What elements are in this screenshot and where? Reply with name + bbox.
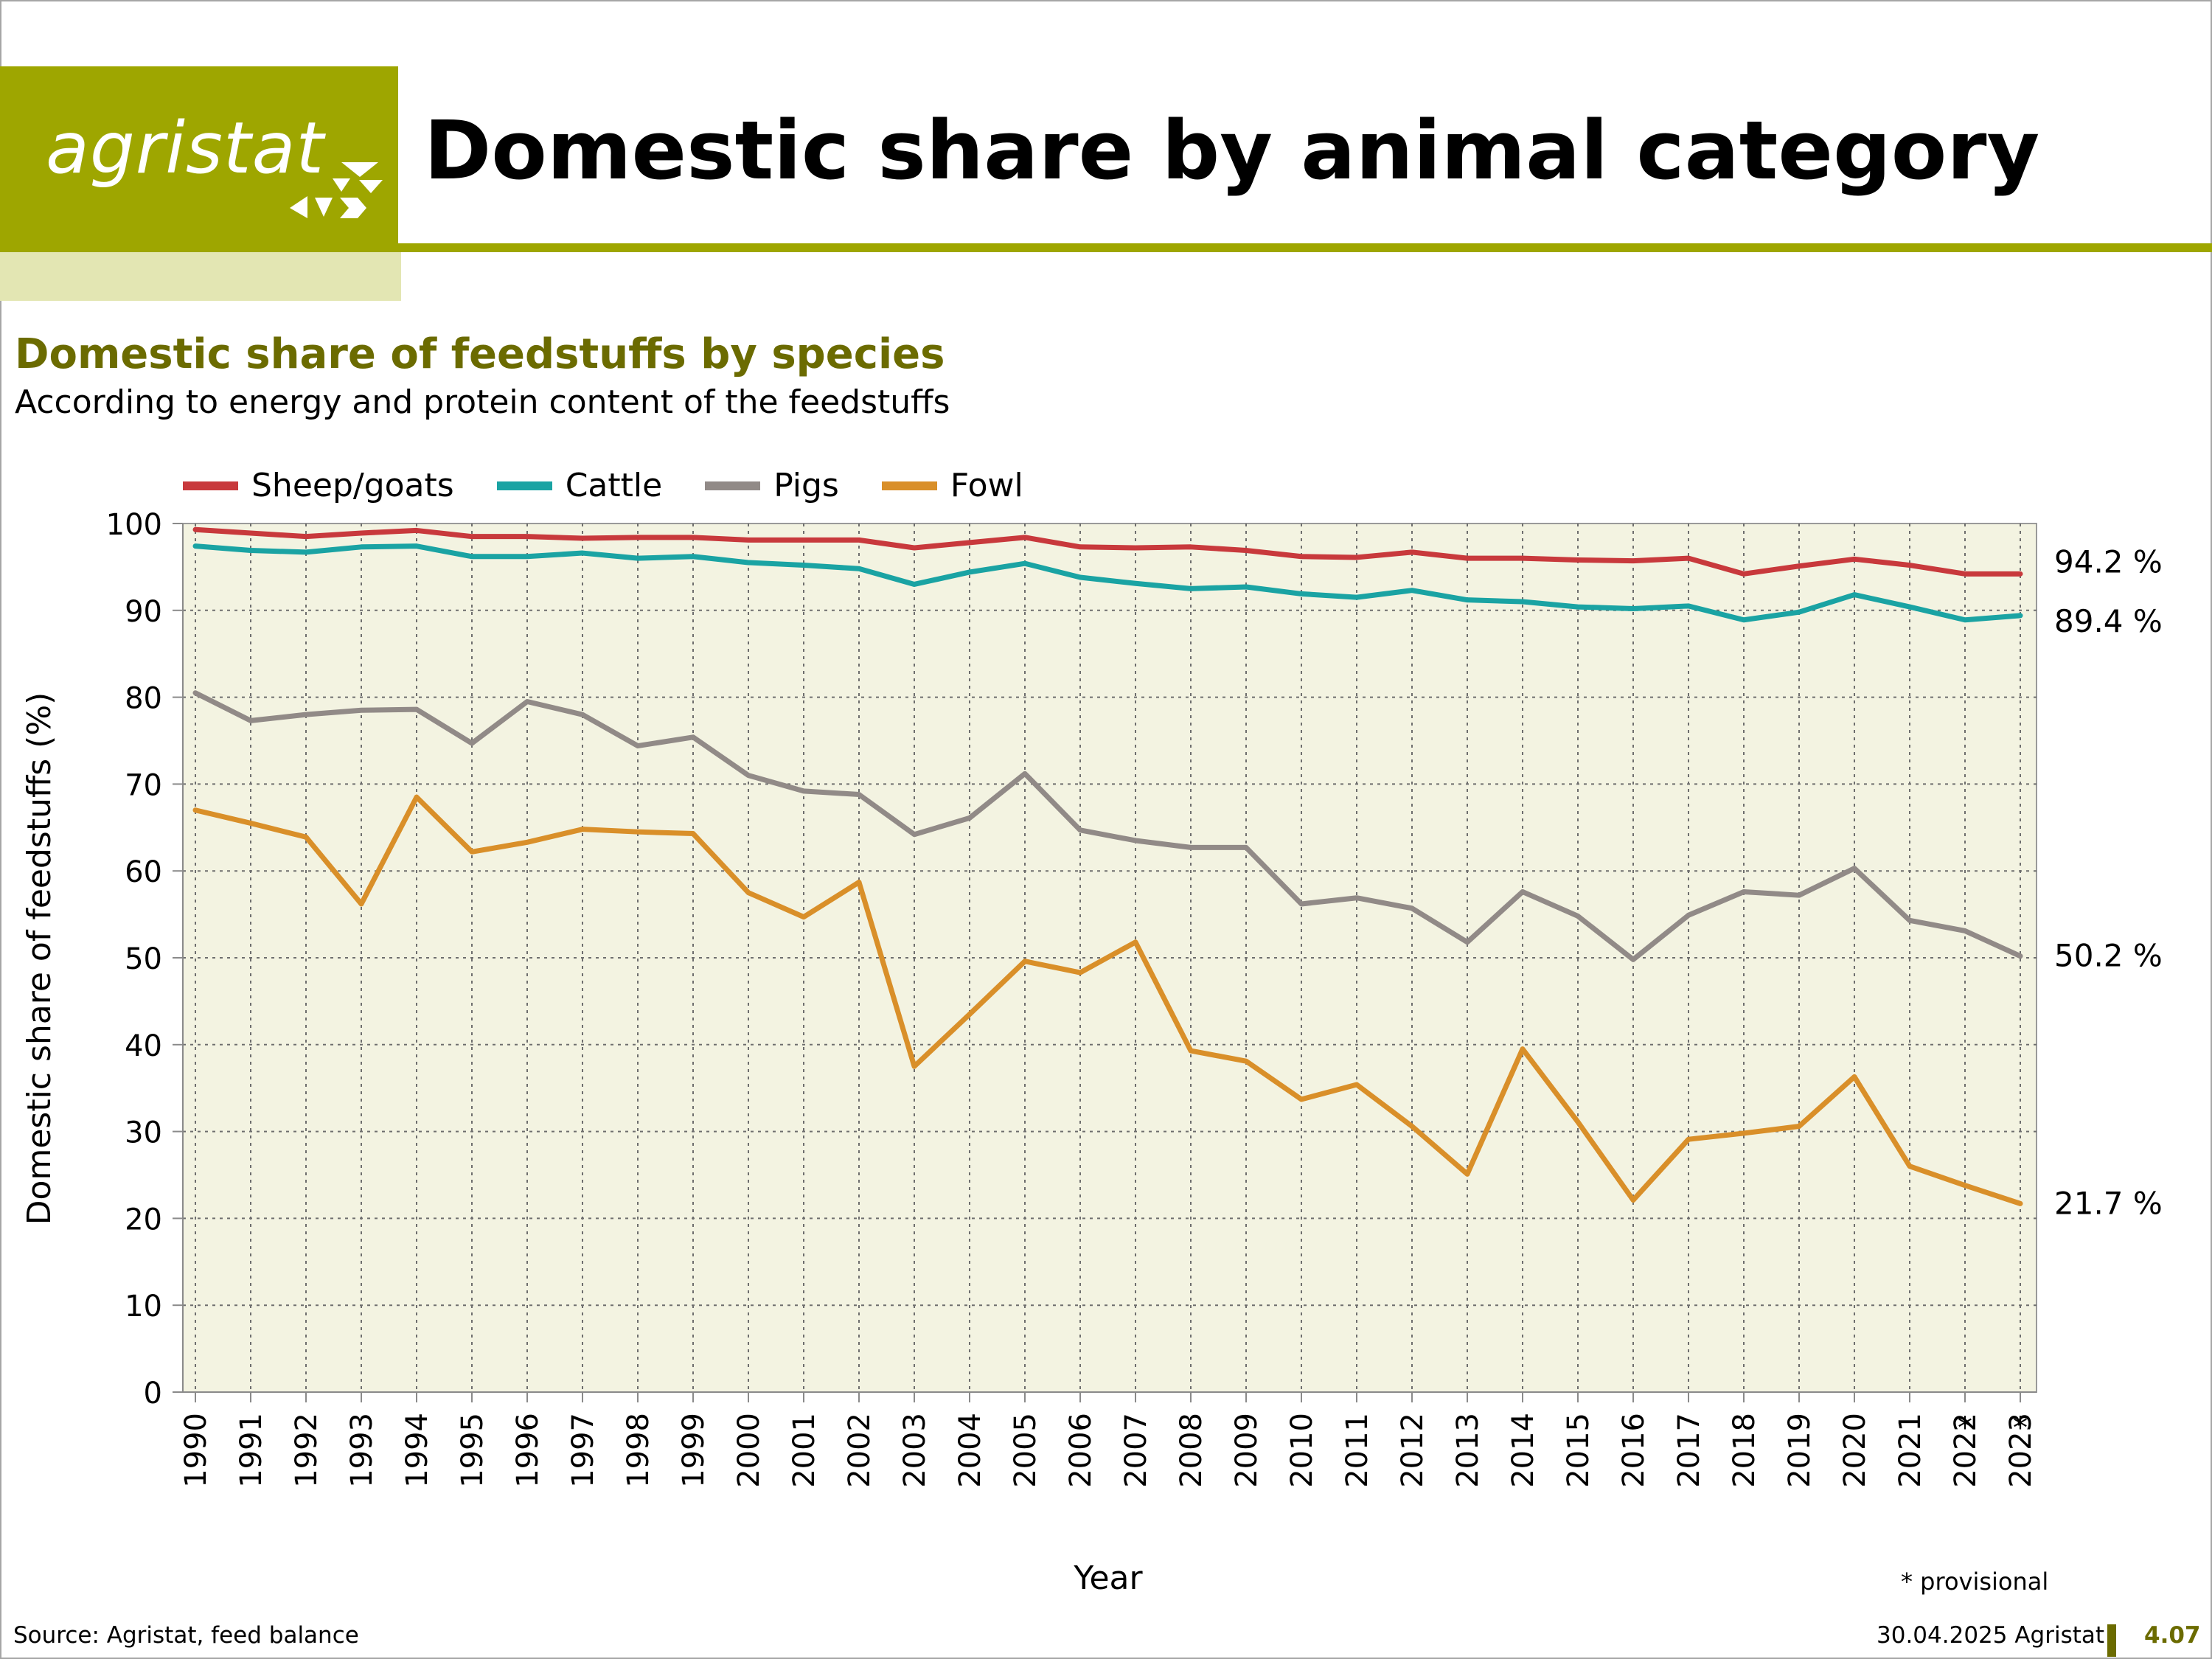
- y-tick-label: 90: [125, 595, 162, 629]
- series-end-label: 21.7 %: [2054, 1185, 2163, 1221]
- footer-divider: [2107, 1624, 2116, 1657]
- x-tick-label: 2023: [2004, 1413, 2038, 1488]
- x-tick-label: 2003: [898, 1413, 932, 1488]
- provisional-note: * provisional: [1901, 1568, 2049, 1596]
- y-tick-label: 70: [125, 768, 162, 802]
- series-line-sheep-goats: [192, 526, 2023, 577]
- series-end-label: 50.2 %: [2054, 938, 2163, 974]
- series-end-label: 94.2 %: [2054, 543, 2163, 580]
- x-tick-label: 2005: [1009, 1413, 1043, 1488]
- y-tick-label: 100: [106, 508, 162, 542]
- series-line-pigs: [192, 690, 2023, 962]
- x-tick-label: 1997: [566, 1413, 600, 1488]
- logo-accent-strip: [0, 252, 401, 301]
- x-tick-label: 1996: [511, 1413, 545, 1488]
- logo-diamond-icon: [290, 162, 383, 218]
- x-tick-label: 2021: [1893, 1413, 1927, 1488]
- provisional-marker: *: [2013, 1411, 2028, 1445]
- legend-swatch: [881, 481, 937, 490]
- legend-item-pigs: Pigs: [705, 467, 839, 504]
- y-axis-title: Domestic share of feedstuffs (%): [21, 692, 58, 1225]
- legend-label: Fowl: [950, 467, 1023, 504]
- x-tick-label: 2012: [1396, 1413, 1430, 1488]
- x-tick-label: 2006: [1064, 1413, 1098, 1488]
- x-tick-label: 2016: [1617, 1413, 1651, 1488]
- legend-item-cattle: Cattle: [496, 467, 663, 504]
- legend-item-sheep-goats: Sheep/goats: [183, 467, 454, 504]
- x-tick-label: 2000: [732, 1413, 766, 1488]
- page-title: Domestic share by animal category: [424, 103, 2040, 198]
- x-tick-label: 2015: [1562, 1413, 1596, 1488]
- x-axis-title: Year: [1073, 1559, 1143, 1597]
- x-tick-label: 1991: [234, 1413, 268, 1488]
- series-line-fowl: [192, 794, 2023, 1206]
- header-rule: [398, 243, 2212, 252]
- y-tick-label: 40: [125, 1029, 162, 1063]
- x-tick-label: 1990: [179, 1413, 213, 1488]
- x-tick-label: 1998: [622, 1413, 655, 1488]
- y-tick-label: 0: [144, 1377, 162, 1411]
- legend-label: Sheep/goats: [251, 467, 454, 504]
- x-tick-label: 2017: [1672, 1413, 1706, 1488]
- x-tick-label: 2022: [1949, 1413, 1983, 1488]
- x-tick-label: 2004: [953, 1413, 987, 1488]
- x-tick-label: 1993: [345, 1413, 379, 1488]
- logo-text: agristat: [46, 107, 325, 189]
- chart-subtitle: According to energy and protein content …: [15, 383, 950, 421]
- chart-legend: Sheep/goats Cattle Pigs Fowl: [183, 467, 1066, 504]
- x-tick-label: 2018: [1728, 1413, 1761, 1488]
- x-tick-label: 2008: [1175, 1413, 1208, 1488]
- legend-swatch: [496, 481, 552, 490]
- provisional-marker: *: [1958, 1411, 1972, 1445]
- y-tick-label: 80: [125, 682, 162, 716]
- legend-swatch: [183, 481, 238, 490]
- page-number: 4.07: [2144, 1622, 2201, 1649]
- y-tick-label: 60: [125, 855, 162, 889]
- x-tick-label: 2014: [1506, 1413, 1540, 1488]
- series-line-cattle: [192, 543, 2023, 623]
- x-tick-label: 2019: [1783, 1413, 1817, 1488]
- logo-panel: [0, 66, 398, 252]
- x-tick-label: 1992: [290, 1413, 324, 1488]
- y-tick-label: 10: [125, 1290, 162, 1324]
- chart-title: Domestic share of feedstuffs by species: [15, 330, 945, 378]
- x-tick-label: 2011: [1340, 1413, 1374, 1488]
- x-tick-label: 1999: [677, 1413, 711, 1488]
- x-tick-label: 2002: [843, 1413, 877, 1488]
- footer-date: 30.04.2025 Agristat: [1877, 1622, 2105, 1649]
- footer-source: Source: Agristat, feed balance: [13, 1622, 359, 1649]
- x-tick-label: 2013: [1451, 1413, 1485, 1488]
- x-tick-label: 1995: [456, 1413, 490, 1488]
- legend-swatch: [705, 481, 761, 490]
- legend-label: Pigs: [773, 467, 839, 504]
- x-tick-label: 2007: [1119, 1413, 1153, 1488]
- x-tick-label: 2001: [787, 1413, 821, 1488]
- y-tick-label: 50: [125, 942, 162, 976]
- y-tick-label: 30: [125, 1116, 162, 1150]
- x-tick-label: 2009: [1230, 1413, 1264, 1488]
- legend-item-fowl: Fowl: [881, 467, 1023, 504]
- x-tick-label: 2020: [1838, 1413, 1872, 1488]
- y-tick-label: 20: [125, 1203, 162, 1237]
- x-tick-label: 2010: [1285, 1413, 1319, 1488]
- legend-label: Cattle: [565, 467, 663, 504]
- series-end-label: 89.4 %: [2054, 603, 2163, 639]
- x-tick-label: 1994: [400, 1413, 434, 1488]
